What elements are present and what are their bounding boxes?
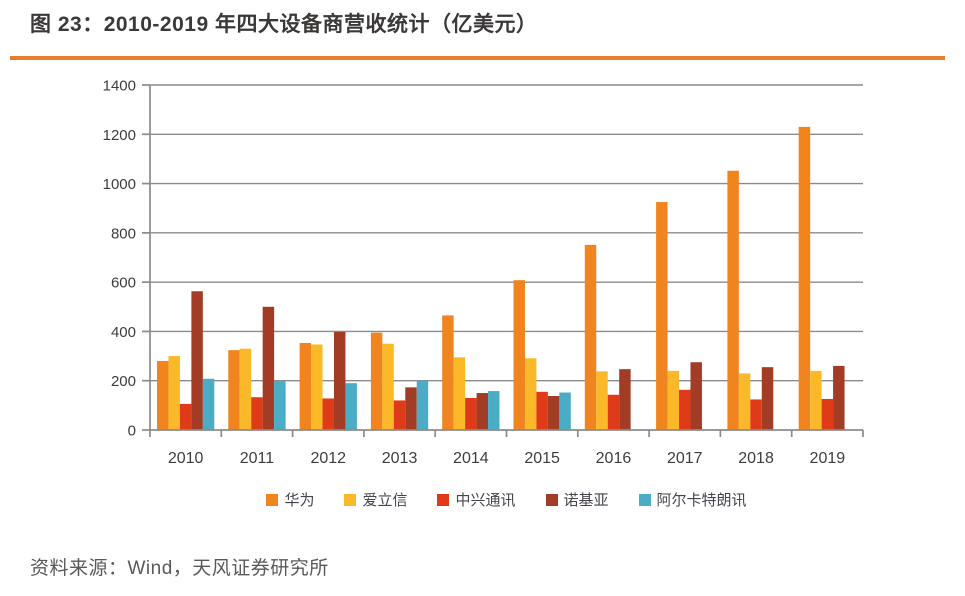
bar <box>239 348 252 430</box>
bar <box>559 392 571 430</box>
legend-label: 阿尔卡特朗讯 <box>656 492 747 509</box>
x-tick-label: 2014 <box>453 450 489 467</box>
x-tick-label: 2017 <box>667 450 703 467</box>
bar <box>476 393 489 430</box>
bar <box>251 397 263 430</box>
bar <box>727 170 739 430</box>
legend-item: 诺基亚 <box>545 489 609 510</box>
bar <box>536 391 548 430</box>
bar <box>191 291 203 430</box>
bar <box>274 381 286 430</box>
bar <box>810 370 822 430</box>
x-tick-label: 2015 <box>524 450 560 467</box>
chart-legend: 华为 爱立信 中兴通讯 诺基亚 阿尔卡特朗讯 <box>150 489 863 510</box>
legend-label: 爱立信 <box>362 492 408 509</box>
title-accent-rule <box>10 56 945 60</box>
page-title: 图 23：2010-2019 年四大设备商营收统计（亿美元） <box>30 13 538 36</box>
bar <box>311 344 323 430</box>
legend-item: 华为 <box>266 489 314 510</box>
legend-item: 中兴通讯 <box>437 489 516 510</box>
y-tick-label: 600 <box>111 275 136 292</box>
bar <box>416 380 429 430</box>
y-tick-label: 400 <box>111 324 136 341</box>
x-tick-label: 2012 <box>310 450 346 467</box>
bar <box>382 343 394 430</box>
x-tick-label: 2018 <box>738 450 774 467</box>
bar <box>738 373 751 430</box>
bar <box>798 126 811 431</box>
bar <box>179 403 192 430</box>
legend-label: 诺基亚 <box>563 492 609 509</box>
legend-swatch <box>545 493 558 506</box>
y-tick-label: 800 <box>111 225 136 242</box>
bar <box>453 357 466 430</box>
bar <box>262 306 275 430</box>
bar <box>524 358 537 430</box>
y-tick-label: 200 <box>111 373 136 390</box>
legend-label: 中兴通讯 <box>455 492 516 509</box>
bar <box>750 399 762 430</box>
legend-label: 华为 <box>284 492 315 509</box>
bar <box>584 244 597 430</box>
x-tick-label: 2019 <box>810 450 846 467</box>
x-tick-label: 2016 <box>596 450 632 467</box>
bar <box>333 331 346 430</box>
bar <box>619 369 631 430</box>
x-tick-label: 2011 <box>240 450 275 467</box>
bar <box>345 383 357 430</box>
y-tick-label: 1400 <box>103 78 136 95</box>
bar <box>833 365 845 430</box>
legend-swatch <box>638 493 651 506</box>
bar <box>393 400 406 430</box>
y-tick-label: 0 <box>128 423 136 440</box>
bar <box>667 370 680 430</box>
bar <box>228 350 240 430</box>
legend-item: 阿尔卡特朗讯 <box>638 489 747 510</box>
bar <box>299 343 312 430</box>
bar <box>202 378 215 430</box>
bar <box>513 280 525 430</box>
legend-swatch <box>266 493 279 506</box>
bar <box>168 356 180 430</box>
bar <box>656 202 668 430</box>
x-tick-label: 2013 <box>382 450 418 467</box>
bar <box>547 395 560 430</box>
legend-swatch <box>344 493 357 506</box>
bar <box>370 332 383 430</box>
y-tick-label: 1200 <box>103 127 136 144</box>
bar <box>405 387 417 430</box>
bar <box>690 362 702 430</box>
source-note: 资料来源：Wind，天风证券研究所 <box>30 558 329 579</box>
legend-item: 爱立信 <box>344 489 407 510</box>
bar <box>596 371 608 430</box>
bar <box>821 398 834 430</box>
bar <box>442 315 454 430</box>
bar-chart: 0 200 400 600 800 1000 1200 1400 2010 2011 2012 201… <box>103 78 864 467</box>
bar <box>607 394 620 430</box>
y-tick-label: 1000 <box>103 176 136 193</box>
bar <box>761 367 774 430</box>
x-tick-label: 2010 <box>168 450 204 467</box>
bar <box>322 398 334 430</box>
bar <box>157 361 169 430</box>
bar <box>679 389 691 430</box>
legend-swatch <box>437 493 450 506</box>
bar <box>465 397 477 430</box>
bar <box>488 391 500 430</box>
